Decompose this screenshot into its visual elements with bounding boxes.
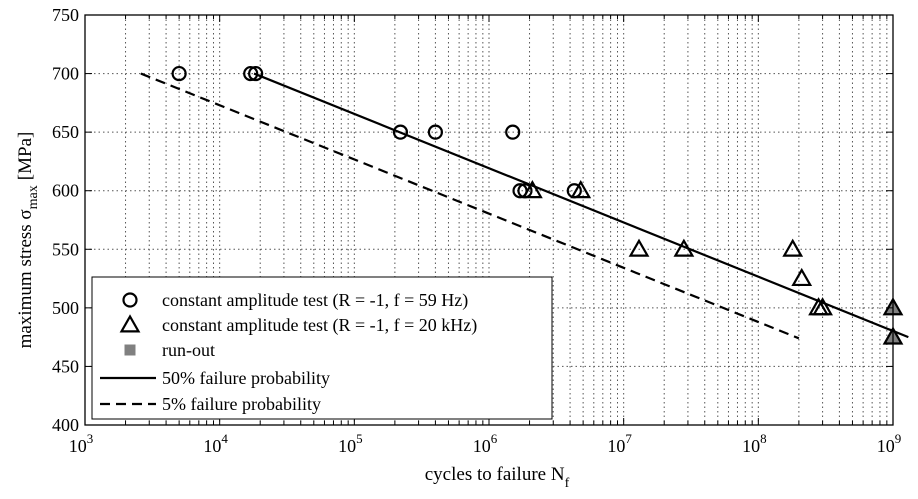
data-point-triangle [791,267,813,287]
x-tick-label: 103 [69,431,94,456]
data-point-triangle [570,179,592,199]
legend-label: constant amplitude test (R = -1, f = 20 … [162,315,477,336]
legend-label: run-out [162,340,215,360]
data-point-circle [171,65,187,82]
grid [85,15,893,425]
x-tick-label: 109 [877,431,902,456]
data-point-triangle [812,297,833,316]
x-tick-label: 106 [473,431,498,456]
legend-box [91,276,553,420]
x-tick-label: 104 [203,431,228,456]
x-tick-label: 105 [338,431,363,456]
data-point-triangle [673,238,695,257]
legend-label: 50% failure probability [162,368,330,388]
data-point-circle [427,124,444,140]
data-point-circle [243,65,259,82]
data-point-triangle [628,238,650,257]
x-tick-label: 107 [607,431,632,456]
data-point-circle [392,124,409,140]
legend-item: 50% failure probability [100,368,330,388]
legend-item: run-out [124,340,215,360]
data-point-circle [248,65,264,82]
y-tick-label: 550 [52,239,79,259]
legend-label: 5% failure probability [162,394,321,414]
legend-item: 5% failure probability [100,394,321,414]
y-tick-label: 600 [52,181,79,201]
data-point-triangle [782,238,804,257]
y-tick-label: 450 [52,356,79,376]
legend-symbol-square [124,344,136,356]
legend-symbol-triangle [119,314,141,333]
line-5pct-failure [140,72,800,340]
y-tick-label: 500 [52,298,79,318]
fit-lines [140,72,909,340]
legend-label: constant amplitude test (R = -1, f = 59 … [162,290,468,311]
legend-symbol-circle [122,292,138,308]
y-tick-label: 650 [52,122,79,142]
x-tick-label: 108 [742,431,767,456]
data-points [171,65,904,345]
data-point-circle [505,124,521,140]
legend-item: constant amplitude test (R = -1, f = 20 … [119,314,477,336]
y-axis-label: maximum stress σmax[MPa] [15,132,41,349]
line-50pct-failure [253,72,909,339]
y-tick-label: 700 [52,64,79,84]
legend-item: constant amplitude test (R = -1, f = 59 … [122,290,468,311]
svg-text:maximum stress σmax[MPa]: maximum stress σmax[MPa] [15,132,41,349]
y-tick-labels: 400 450 500 550 600 650 700 750 [52,5,79,435]
y-tick-label: 750 [52,5,79,25]
y-tick-label: 400 [52,415,79,435]
legend: constant amplitude test (R = -1, f = 59 … [91,276,553,420]
data-point-triangle [521,179,543,199]
x-axis-label: cycles to failure Nf [425,464,570,491]
axis-ticks [84,14,893,426]
x-tick-labels: 103 104 105 106 107 108 109 [69,431,902,456]
